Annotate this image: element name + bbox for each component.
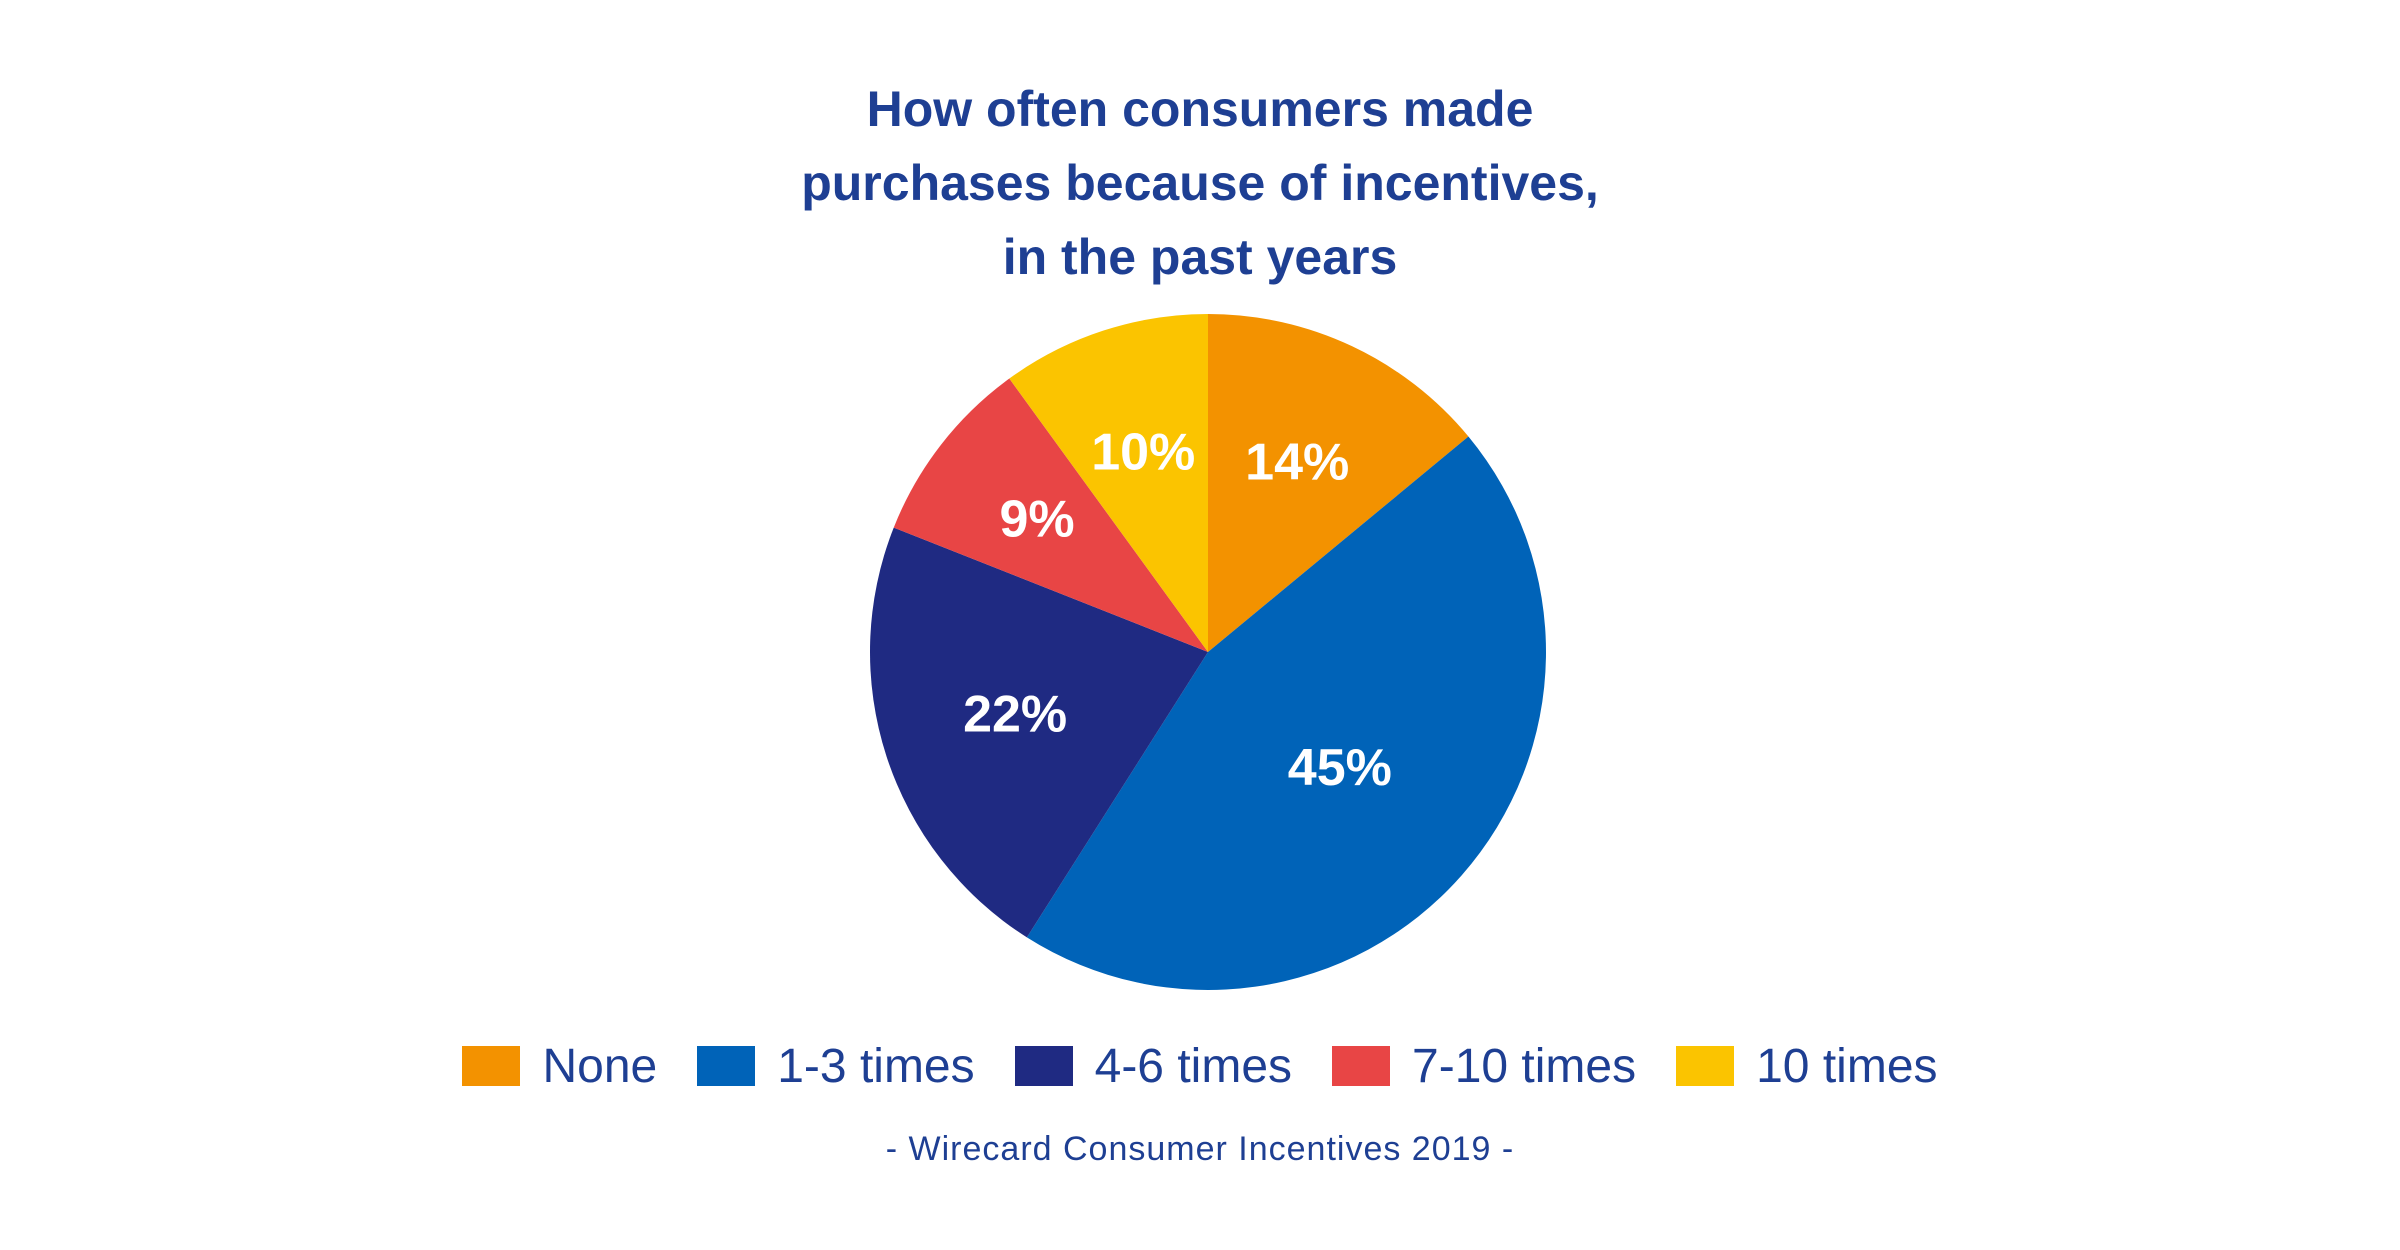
legend-item-10-times: 10 times: [1676, 1039, 1938, 1094]
legend-swatch-4-6-times: [1014, 1046, 1073, 1086]
legend-label-1-3-times: 1-3 times: [777, 1039, 975, 1093]
slice-label-7-10-times: 9%: [999, 490, 1074, 548]
slice-label-4-6-times: 22%: [963, 686, 1067, 744]
pie-slice-1-3-times: [1026, 436, 1546, 990]
legend-item-none: None: [462, 1039, 657, 1094]
legend-label-none: None: [542, 1039, 658, 1093]
legend-swatch-none: [462, 1046, 521, 1086]
legend-item-1-3-times: 1-3 times: [697, 1039, 975, 1094]
slice-label-10-times: 10%: [1091, 424, 1195, 482]
chart-legend: None 1-3 times 4-6 times 7-10 times 10 t…: [0, 1036, 2400, 1096]
pie-slice-4-6-times: [870, 527, 1208, 938]
legend-swatch-7-10-times: [1332, 1046, 1391, 1086]
chart-title-line-1: How often consumers made: [866, 81, 1534, 137]
legend-label-4-6-times: 4-6 times: [1094, 1039, 1293, 1093]
source-note: - Wirecard Consumer Incentives 2019 -: [885, 1130, 1515, 1168]
legend-label-7-10-times: 7-10 times: [1412, 1039, 1637, 1093]
pie-slice-10-times: [1009, 314, 1208, 652]
chart-title-line-2: purchases because of incentives,: [801, 155, 1599, 211]
legend-swatch-1-3-times: [697, 1046, 756, 1086]
legend-label-10-times: 10 times: [1756, 1039, 1938, 1093]
pie-slice-7-10-times: [893, 378, 1208, 652]
legend-swatch-10-times: [1676, 1046, 1735, 1086]
legend-item-7-10-times: 7-10 times: [1332, 1039, 1636, 1094]
legend-item-4-6-times: 4-6 times: [1014, 1039, 1293, 1094]
chart-title: How often consumers made purchases becau…: [0, 72, 2400, 294]
slice-label-none: 14%: [1245, 433, 1349, 491]
slice-label-1-3-times: 45%: [1288, 739, 1392, 797]
chart-title-line-3: in the past years: [1002, 229, 1398, 285]
pie-slice-none: [1208, 314, 1469, 652]
